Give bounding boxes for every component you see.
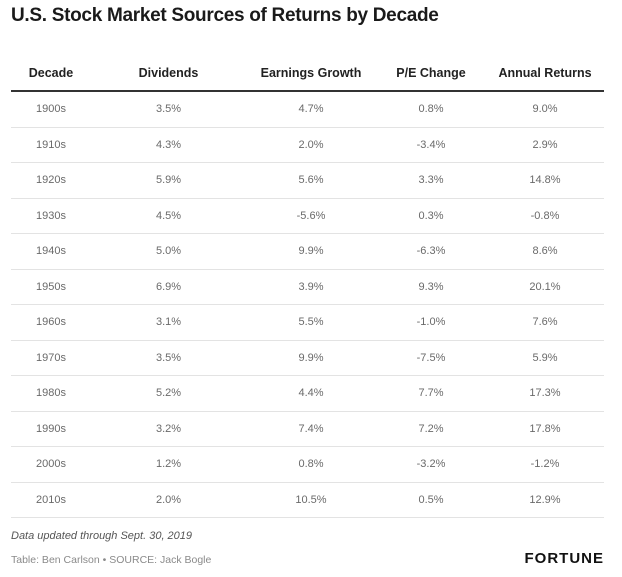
table-row: 1910s 4.3% 2.0% -3.4% 2.9% [11, 128, 604, 163]
cell-annual-returns: 20.1% [529, 280, 561, 293]
cell-pe-change: 7.7% [418, 387, 444, 400]
cell-dividends: 5.0% [155, 245, 182, 258]
cell-earnings-growth: 4.4% [298, 387, 324, 400]
cell-dividends: 3.1% [155, 316, 182, 329]
cell-pe-change: -7.5% [416, 351, 446, 364]
cell-decade: 1970s [36, 351, 66, 364]
cell-earnings-growth: -5.6% [296, 209, 326, 222]
table-row: 1930s 4.5% -5.6% 0.3% -0.8% [11, 199, 604, 234]
cell-dividends: 5.9% [155, 174, 182, 187]
table-row: 1920s 5.9% 5.6% 3.3% 14.8% [11, 163, 604, 199]
cell-dividends: 3.2% [155, 422, 182, 435]
table-row: 2000s 1.2% 0.8% -3.2% -1.2% [11, 447, 604, 483]
table-row: 1970s 3.5% 9.9% -7.5% 5.9% [11, 341, 604, 376]
cell-pe-change: 7.2% [418, 422, 444, 435]
cell-dividends: 3.5% [155, 351, 182, 364]
table-row: 1900s 3.5% 4.7% 0.8% 9.0% [11, 92, 604, 128]
cell-annual-returns: 5.9% [532, 351, 558, 364]
column-header-pe-change[interactable]: P/E Change [396, 65, 466, 80]
cell-dividends: 2.0% [155, 493, 182, 506]
cell-annual-returns: 12.9% [529, 493, 561, 506]
cell-dividends: 4.5% [155, 209, 182, 222]
cell-annual-returns: 9.0% [532, 103, 558, 116]
column-header-dividends[interactable]: Dividends [138, 65, 199, 80]
source-credit: Table: Ben Carlson • SOURCE: Jack Bogle [11, 554, 212, 566]
cell-pe-change: 3.3% [418, 174, 444, 187]
cell-dividends: 1.2% [155, 458, 182, 471]
cell-earnings-growth: 10.5% [295, 493, 327, 506]
cell-earnings-growth: 3.9% [298, 280, 324, 293]
cell-earnings-growth: 9.9% [298, 351, 324, 364]
cell-annual-returns: -0.8% [530, 209, 560, 222]
table-row: 1990s 3.2% 7.4% 7.2% 17.8% [11, 412, 604, 447]
data-updated-note: Data updated through Sept. 30, 2019 [11, 530, 193, 542]
cell-earnings-growth: 5.5% [298, 316, 324, 329]
cell-annual-returns: 8.6% [532, 245, 558, 258]
cell-earnings-growth: 9.9% [298, 245, 324, 258]
column-header-annual-returns[interactable]: Annual Returns [498, 65, 592, 80]
cell-annual-returns: 14.8% [529, 174, 561, 187]
cell-pe-change: -6.3% [416, 245, 446, 258]
cell-pe-change: 0.3% [418, 209, 444, 222]
table-row: 2010s 2.0% 10.5% 0.5% 12.9% [11, 483, 604, 518]
column-header-earnings-growth[interactable]: Earnings Growth [260, 65, 362, 80]
cell-earnings-growth: 2.0% [298, 138, 324, 151]
cell-decade: 2000s [36, 458, 66, 471]
table-header: Decade Dividends Earnings Growth P/E Cha… [11, 55, 604, 92]
cell-decade: 1980s [36, 387, 66, 400]
column-header-decade[interactable]: Decade [28, 65, 74, 80]
cell-dividends: 4.3% [155, 138, 182, 151]
table-row: 1940s 5.0% 9.9% -6.3% 8.6% [11, 234, 604, 270]
returns-table: Decade Dividends Earnings Growth P/E Cha… [11, 55, 604, 518]
fortune-logo: FORTUNE [524, 550, 604, 567]
cell-pe-change: -3.4% [416, 138, 446, 151]
table-body: 1900s 3.5% 4.7% 0.8% 9.0% 1910s 4.3% 2.0% -3.4% 2… [11, 92, 604, 518]
cell-earnings-growth: 7.4% [298, 422, 324, 435]
cell-decade: 1940s [36, 245, 66, 258]
cell-decade: 1990s [36, 422, 66, 435]
cell-decade: 1950s [36, 280, 66, 293]
cell-annual-returns: 17.3% [529, 387, 561, 400]
cell-decade: 1920s [36, 174, 66, 187]
cell-pe-change: 0.5% [418, 493, 444, 506]
cell-pe-change: -1.0% [416, 316, 446, 329]
cell-decade: 2010s [36, 493, 66, 506]
cell-decade: 1930s [36, 209, 66, 222]
cell-earnings-growth: 4.7% [298, 103, 324, 116]
cell-earnings-growth: 0.8% [298, 458, 324, 471]
cell-annual-returns: 2.9% [532, 138, 558, 151]
cell-decade: 1910s [36, 138, 66, 151]
cell-dividends: 3.5% [155, 103, 182, 116]
cell-pe-change: -3.2% [416, 458, 446, 471]
table-row: 1980s 5.2% 4.4% 7.7% 17.3% [11, 376, 604, 412]
cell-annual-returns: -1.2% [530, 458, 560, 471]
cell-decade: 1960s [36, 316, 66, 329]
cell-annual-returns: 7.6% [532, 316, 558, 329]
page-title: U.S. Stock Market Sources of Returns by … [11, 5, 439, 26]
cell-decade: 1900s [36, 103, 66, 116]
cell-annual-returns: 17.8% [529, 422, 561, 435]
cell-earnings-growth: 5.6% [298, 174, 324, 187]
table-row: 1960s 3.1% 5.5% -1.0% 7.6% [11, 305, 604, 341]
cell-dividends: 6.9% [155, 280, 182, 293]
cell-pe-change: 0.8% [418, 103, 444, 116]
cell-pe-change: 9.3% [418, 280, 444, 293]
cell-dividends: 5.2% [155, 387, 182, 400]
table-row: 1950s 6.9% 3.9% 9.3% 20.1% [11, 270, 604, 305]
